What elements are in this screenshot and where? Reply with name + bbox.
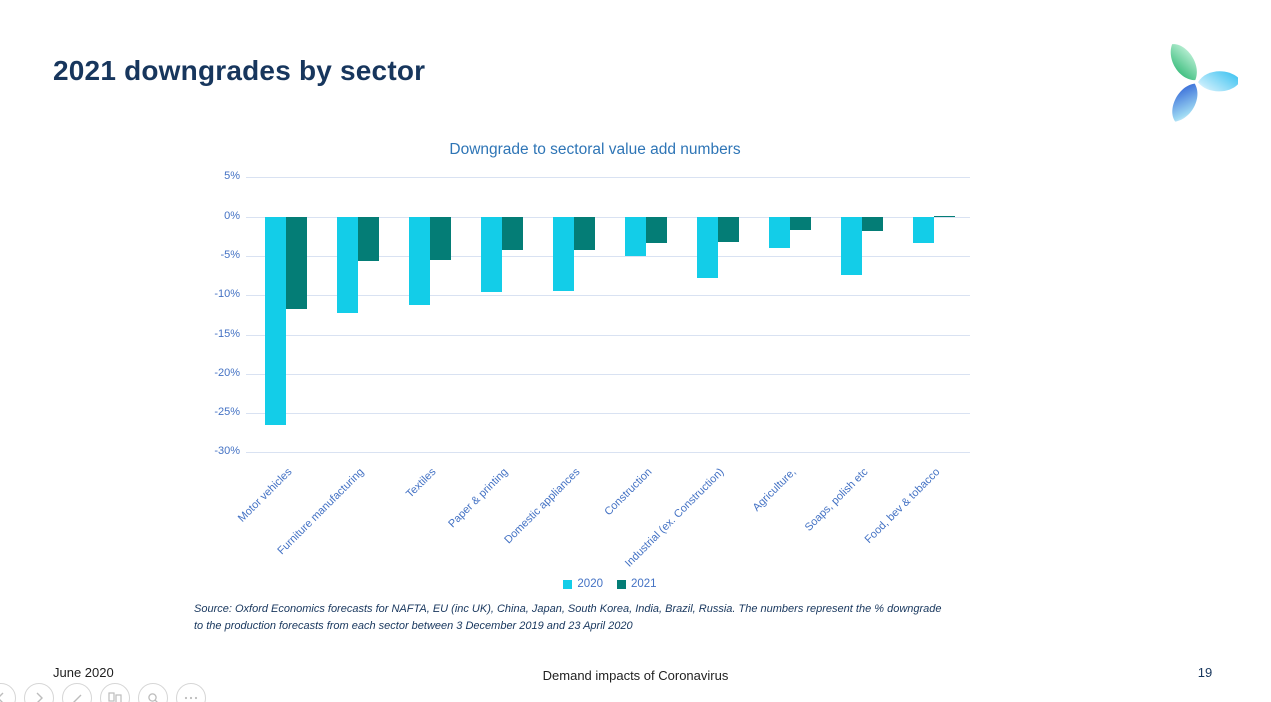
bar-2020-food-bev-tobacco (913, 216, 934, 243)
x-axis-category-label: Domestic appliances (502, 466, 583, 547)
bar-2020-textiles (409, 216, 430, 306)
bar-2020-industrial-ex-construction- (697, 216, 718, 278)
bar-2021-domestic-appliances (574, 216, 595, 251)
x-axis-category-label: Soaps, polish etc (802, 466, 871, 534)
chevron-left-icon (0, 692, 4, 702)
legend-swatch-icon (563, 579, 573, 589)
legend-swatch-icon (617, 579, 626, 589)
chart-gridline (246, 295, 970, 297)
y-axis-tick-label: -20% (214, 366, 240, 379)
bar-2021-textiles (430, 216, 451, 260)
previous-slide-button[interactable] (0, 683, 16, 702)
bar-2020-furniture-manufacturing (337, 216, 358, 314)
footer-date: June 2020 (53, 665, 114, 680)
magnifier-icon (147, 692, 158, 702)
bar-2020-agriculture- (769, 216, 790, 249)
legend-item-2020: 2020 (563, 578, 603, 590)
x-axis-category-label: Food, bev & tobacco (862, 466, 943, 546)
bar-2020-domestic-appliances (553, 216, 574, 292)
y-axis-tick-label: 0% (224, 209, 240, 222)
pen-button[interactable] (62, 683, 92, 702)
bar-2021-industrial-ex-construction- (718, 216, 739, 242)
bar-2021-furniture-manufacturing (358, 216, 379, 261)
bar-2020-paper-printing (481, 216, 502, 293)
chevron-right-icon (36, 692, 43, 702)
y-axis-tick-label: -10% (214, 288, 240, 301)
bar-2021-soaps-polish-etc (862, 216, 883, 231)
chart-gridline (246, 334, 970, 336)
chart-title: Downgrade to sectoral value add numbers (449, 141, 741, 158)
x-axis-category-label: Furniture manufacturing (275, 466, 367, 558)
chart-gridline (246, 255, 970, 257)
footer-title: Demand impacts of Coronavirus (542, 668, 729, 683)
legend-item-2021: 2021 (617, 578, 657, 590)
bar-2021-food-bev-tobacco (934, 215, 955, 217)
y-axis-tick-label: 5% (224, 170, 240, 183)
oxford-economics-logo (1158, 38, 1241, 122)
bar-2020-soaps-polish-etc (841, 216, 862, 275)
y-axis-tick-label: -25% (214, 406, 240, 419)
ellipsis-icon (184, 696, 198, 700)
bar-2020-construction (625, 216, 646, 256)
page-number: 19 (1197, 665, 1213, 680)
slide-title: 2021 downgrades by sector (53, 55, 426, 86)
next-slide-button[interactable] (24, 683, 54, 702)
bar-2021-motor-vehicles (286, 216, 307, 310)
presenter-toolbar (0, 683, 206, 702)
bar-2021-construction (646, 216, 667, 243)
bar-2020-motor-vehicles (265, 216, 286, 425)
x-axis-category-label: Construction (602, 466, 655, 519)
x-axis-category-label: Agriculture, (750, 466, 799, 514)
legend-label: 2021 (631, 578, 657, 590)
chart-gridline (246, 373, 970, 375)
y-axis-tick-label: -15% (214, 327, 240, 340)
x-axis-category-label: Industrial (ex. Construction) (622, 466, 727, 570)
pen-icon (72, 694, 81, 702)
legend-label: 2020 (577, 578, 603, 590)
y-axis-tick-label: -30% (214, 445, 240, 458)
bar-2021-agriculture- (790, 216, 811, 231)
x-axis-category-label: Motor vehicles (235, 466, 295, 525)
chart-legend: 2020 2021 (250, 578, 970, 590)
see-all-slides-button[interactable] (100, 683, 130, 702)
source-note: Source: Oxford Economics forecasts for N… (194, 603, 942, 633)
bar-2021-paper-printing (502, 216, 523, 251)
chart-gridline (246, 216, 970, 218)
y-axis-tick-label: -5% (220, 248, 240, 261)
trefoil-logo-icon (1170, 44, 1241, 122)
x-axis-category-label: Paper & printing (446, 466, 511, 531)
zoom-slide-button[interactable] (138, 683, 168, 702)
more-options-button[interactable] (176, 683, 206, 702)
chart-gridline (246, 177, 970, 179)
chart-gridline (246, 413, 970, 415)
x-axis-category-label: Textiles (404, 466, 439, 501)
chart-gridline (246, 452, 970, 454)
slides-grid-icon (108, 692, 122, 702)
